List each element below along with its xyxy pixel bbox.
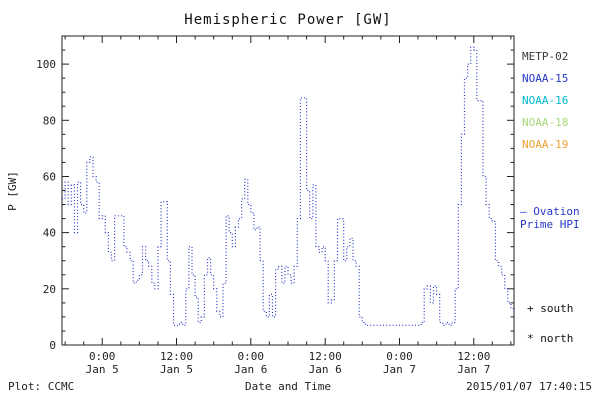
x-tick-time: 0:00 xyxy=(386,350,413,363)
plus-marker-icon: + xyxy=(527,302,534,315)
plot-credit: Plot: CCMC xyxy=(8,380,75,393)
y-tick-label: 60 xyxy=(43,171,56,184)
x-tick-time: 0:00 xyxy=(238,350,265,363)
y-tick-label: 80 xyxy=(43,114,56,127)
north-marker-legend: * north xyxy=(527,332,573,345)
legend-item-noaa-19: NOAA-19 xyxy=(522,138,569,151)
satellite-legend: METP-02 NOAA-15 NOAA-16 NOAA-18 NOAA-19 xyxy=(522,46,568,156)
legend-item-noaa-18: NOAA-18 xyxy=(522,116,569,129)
x-tick-time: 12:00 xyxy=(457,350,490,363)
north-marker-label: north xyxy=(540,332,574,345)
x-tick-time: 0:00 xyxy=(89,350,116,363)
x-tick-time: 12:00 xyxy=(309,350,342,363)
y-tick-label: 100 xyxy=(36,58,56,71)
plot-frame xyxy=(61,35,515,346)
ovation-legend: — Ovation Prime HPI xyxy=(520,205,580,231)
legend-item-metp-02: METP-02 xyxy=(522,50,569,63)
hpi-data-line xyxy=(62,46,515,326)
x-tick-time: 12:00 xyxy=(160,350,193,363)
chart-title: Hemispheric Power [GW] xyxy=(184,12,392,28)
y-tick-label: 20 xyxy=(43,283,56,296)
legend-item-noaa-16: NOAA-16 xyxy=(522,94,569,107)
asterisk-marker-icon: * xyxy=(527,332,534,345)
x-tick-date: Jan 7 xyxy=(457,363,490,376)
x-tick-date: Jan 5 xyxy=(86,363,119,376)
legend-item-noaa-15: NOAA-15 xyxy=(522,72,569,85)
ovation-legend-line2: Prime HPI xyxy=(520,218,580,231)
x-tick-date: Jan 5 xyxy=(160,363,193,376)
y-axis-title: P [GW] xyxy=(6,171,19,211)
x-tick-date: Jan 6 xyxy=(309,363,342,376)
x-tick-date: Jan 6 xyxy=(234,363,267,376)
x-tick-date: Jan 7 xyxy=(383,363,416,376)
plot-timestamp: 2015/01/07 17:40:15 xyxy=(466,380,592,393)
x-axis-title: Date and Time xyxy=(244,380,332,393)
ovation-legend-line1: — Ovation xyxy=(520,205,580,218)
y-tick-label: 0 xyxy=(49,339,56,352)
south-marker-legend: + south xyxy=(527,302,573,315)
y-tick-label: 40 xyxy=(43,227,56,240)
south-marker-label: south xyxy=(540,302,574,315)
